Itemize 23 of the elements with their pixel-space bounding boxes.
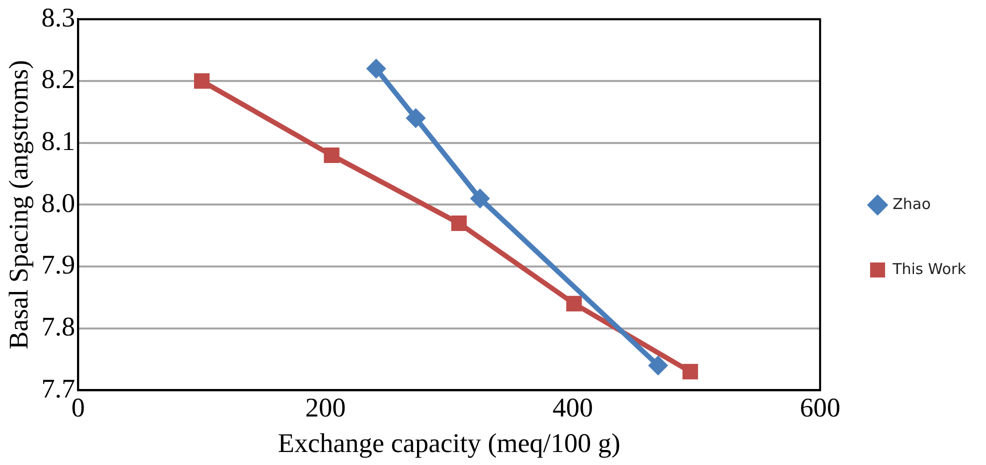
point xyxy=(406,108,426,128)
y-tick-label: 8.3 xyxy=(41,2,76,32)
x-tick-label: 200 xyxy=(305,392,346,422)
point xyxy=(566,296,582,312)
y-axis-title: Basal Spacing (angstroms) xyxy=(3,60,34,350)
point xyxy=(324,147,340,164)
legend-label: This Work xyxy=(892,260,966,278)
x-tick-label: 400 xyxy=(552,392,594,422)
point xyxy=(194,73,210,89)
y-tick-label: 8.1 xyxy=(41,126,76,156)
y-tick-label: 7.8 xyxy=(41,311,76,342)
x-tick-label: 0 xyxy=(71,392,85,422)
point xyxy=(470,188,490,209)
point xyxy=(648,355,668,376)
y-tick-label: 8.0 xyxy=(41,188,76,218)
point xyxy=(682,364,698,380)
point xyxy=(366,58,386,79)
point xyxy=(451,215,467,232)
legend-label: Zhao xyxy=(892,194,931,213)
x-tick-label: 600 xyxy=(800,392,840,422)
y-tick-label: 7.9 xyxy=(41,250,76,280)
x-axis-title: Exchange capacity (meq/100 g) xyxy=(278,428,620,458)
y-tick-label: 8.2 xyxy=(41,64,76,94)
